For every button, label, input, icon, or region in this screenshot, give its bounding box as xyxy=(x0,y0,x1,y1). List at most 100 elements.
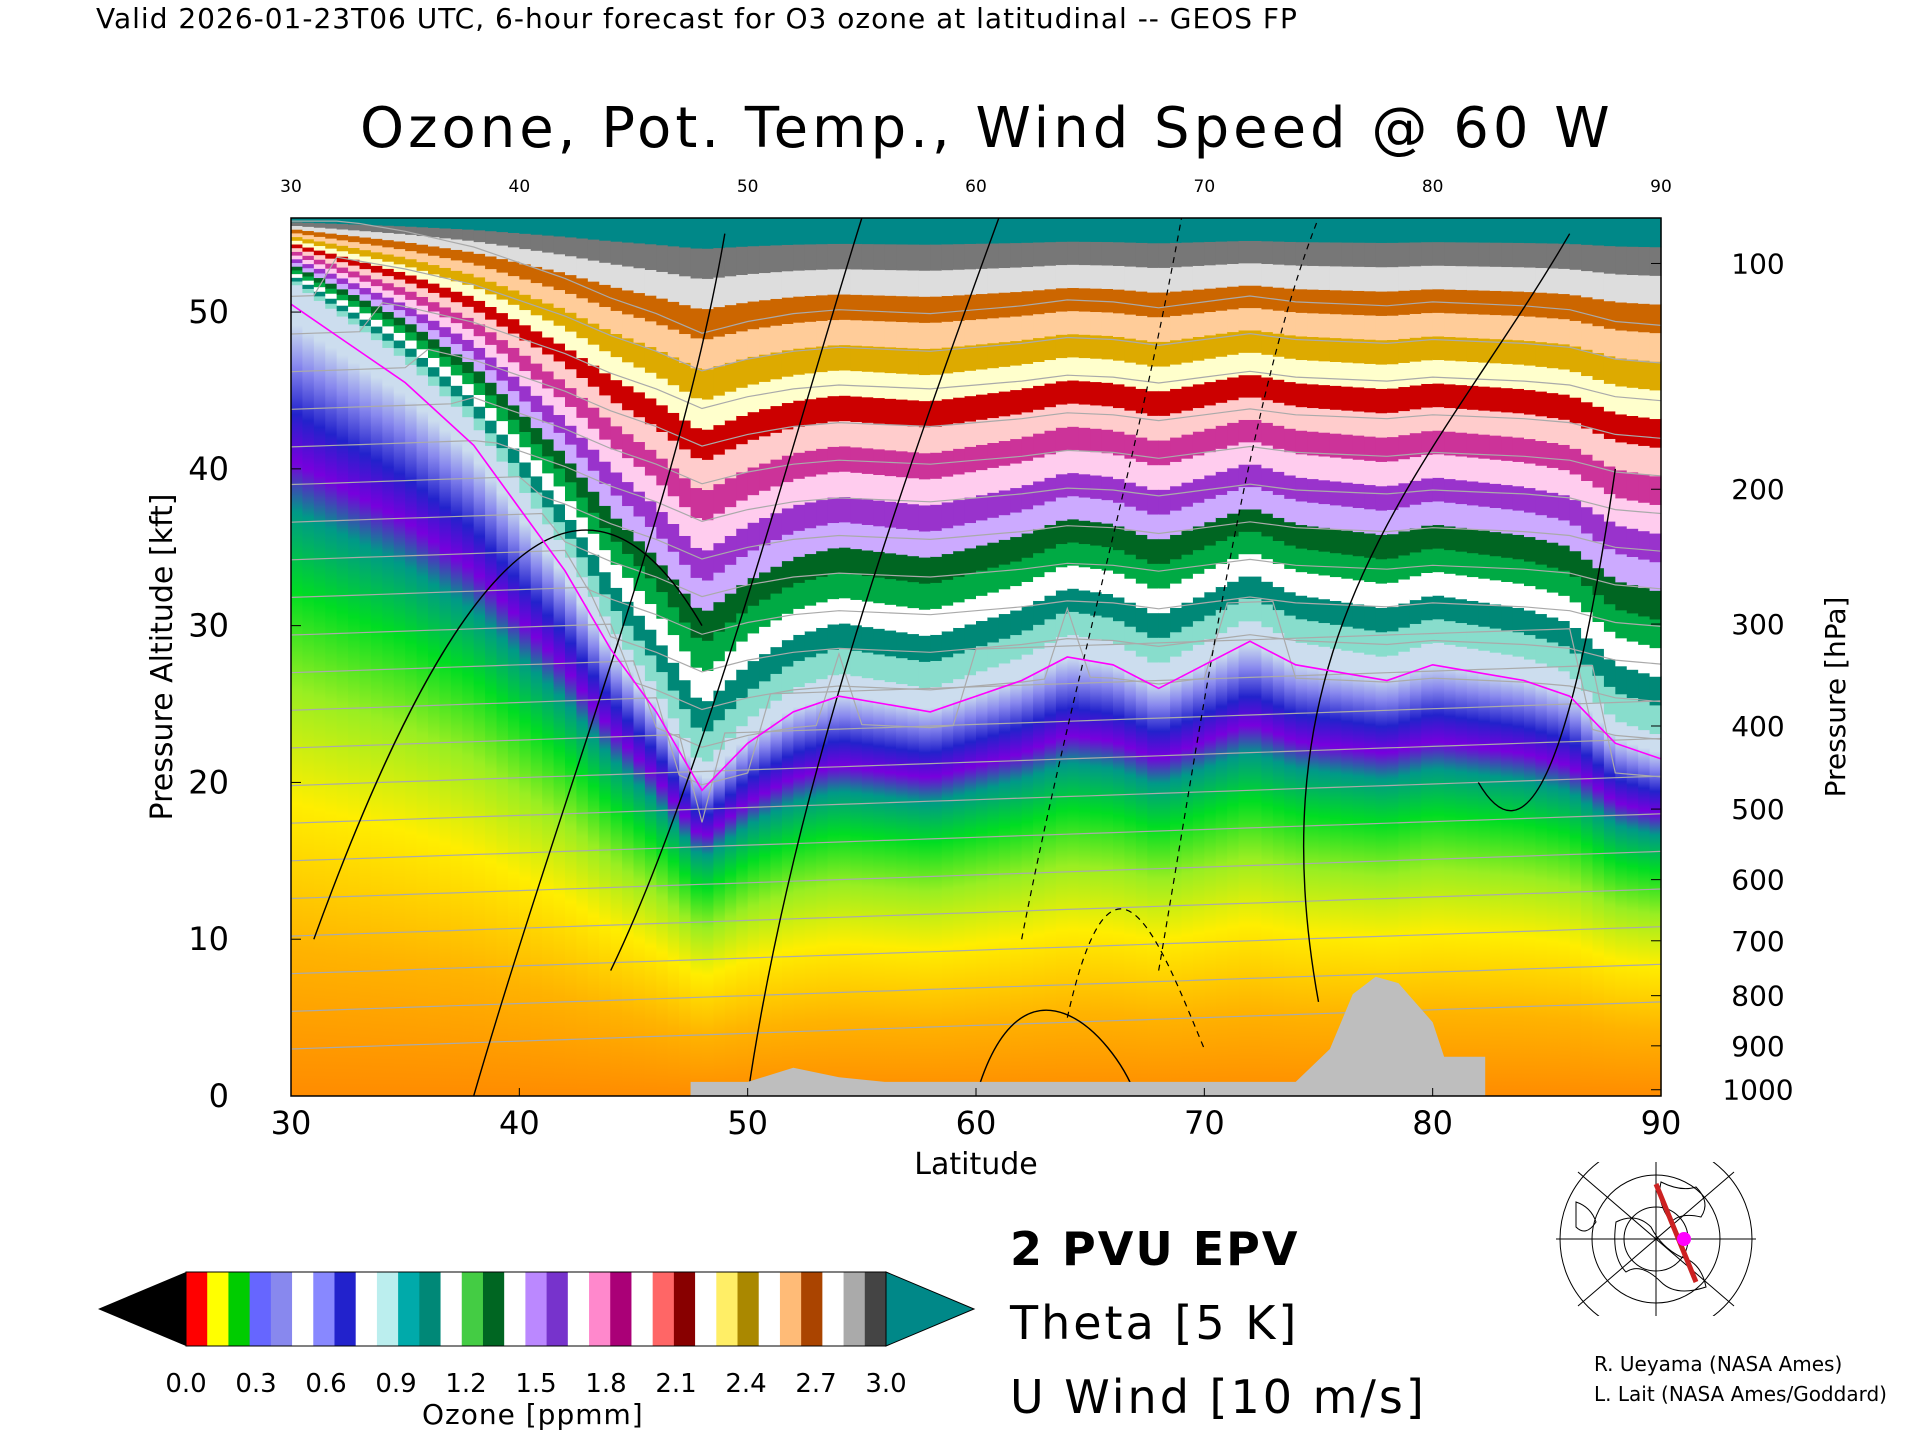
stratosphere-band xyxy=(1101,452,1114,477)
stratosphere-band xyxy=(1272,310,1285,334)
stratosphere-band xyxy=(1124,242,1137,267)
stratosphere-band xyxy=(1581,349,1594,377)
colorbar-swatch xyxy=(398,1272,420,1346)
credit-line-1: R. Ueyama (NASA Ames) xyxy=(1594,1352,1843,1376)
stratosphere-band xyxy=(450,291,463,303)
stratosphere-band xyxy=(1307,431,1320,456)
stratosphere-band xyxy=(1364,532,1377,558)
stratosphere-band xyxy=(1181,458,1194,483)
stratosphere-band xyxy=(1638,274,1651,304)
troposphere-band xyxy=(1124,650,1137,1096)
stratosphere-band xyxy=(542,438,555,457)
stratosphere-band xyxy=(736,330,749,360)
stratosphere-band xyxy=(1055,380,1068,405)
stratosphere-band xyxy=(1204,474,1217,499)
colorbar-swatch xyxy=(292,1272,314,1346)
stratosphere-band xyxy=(462,262,475,274)
stratosphere-band xyxy=(382,225,395,233)
stratosphere-band xyxy=(1329,576,1342,601)
stratosphere-band xyxy=(930,478,943,505)
stratosphere-band xyxy=(291,251,304,256)
stratosphere-band xyxy=(1078,357,1091,382)
stratosphere-band xyxy=(1592,540,1605,569)
stratosphere-band xyxy=(1387,436,1400,462)
stratosphere-band xyxy=(1158,316,1171,342)
stratosphere-band xyxy=(496,258,509,273)
stratosphere-band xyxy=(1535,391,1548,417)
stratosphere-band xyxy=(291,236,304,241)
stratosphere-band xyxy=(1170,388,1183,414)
stratosphere-band xyxy=(393,317,406,326)
troposphere-band xyxy=(1170,656,1183,1096)
stratosphere-band xyxy=(359,293,372,301)
stratosphere-band xyxy=(1067,472,1080,497)
stratosphere-band xyxy=(964,497,977,524)
stratosphere-band xyxy=(599,527,612,551)
stratosphere-band xyxy=(382,218,395,226)
stratosphere-band xyxy=(1215,379,1228,403)
stratosphere-band xyxy=(679,477,692,508)
stratosphere-band xyxy=(439,257,452,268)
stratosphere-band xyxy=(953,269,966,296)
stratosphere-band xyxy=(1341,338,1354,363)
stratosphere-band xyxy=(907,373,920,401)
troposphere-band xyxy=(359,331,372,1096)
stratosphere-band xyxy=(1170,339,1183,365)
stratosphere-band xyxy=(987,467,1000,493)
stratosphere-band xyxy=(1181,362,1194,387)
stratosphere-band xyxy=(941,501,954,529)
stratosphere-band xyxy=(1250,575,1263,599)
stratosphere-band xyxy=(941,398,954,426)
stratosphere-band xyxy=(679,275,692,306)
stratosphere-band xyxy=(724,448,737,479)
stratosphere-band xyxy=(530,282,543,300)
stratosphere-band xyxy=(1478,410,1491,435)
troposphere-band xyxy=(827,674,840,1096)
stratosphere-band xyxy=(1113,549,1126,574)
stratosphere-band xyxy=(839,369,852,396)
x-top-tick-label: 40 xyxy=(509,177,531,197)
stratosphere-band xyxy=(1466,433,1479,458)
stratosphere-band xyxy=(1010,585,1023,611)
stratosphere-band xyxy=(1546,467,1559,493)
y-tick-label: 20 xyxy=(188,763,229,801)
colorbar-swatch xyxy=(779,1272,802,1346)
stratosphere-band xyxy=(576,237,589,259)
stratosphere-band xyxy=(759,626,772,655)
troposphere-band xyxy=(1261,626,1274,1096)
stratosphere-band xyxy=(530,314,543,332)
stratosphere-band xyxy=(1592,244,1605,273)
stratosphere-band xyxy=(987,317,1000,344)
stratosphere-band xyxy=(1478,458,1491,483)
stratosphere-band xyxy=(998,440,1011,466)
stratosphere-band xyxy=(1546,267,1559,294)
stratosphere-band xyxy=(1649,303,1662,334)
stratosphere-band xyxy=(599,306,612,330)
stratosphere-band xyxy=(302,263,315,269)
troposphere-band xyxy=(565,557,578,1096)
stratosphere-band xyxy=(610,264,623,288)
x-top-tick-label: 80 xyxy=(1422,177,1444,197)
stratosphere-band xyxy=(839,471,852,498)
stratosphere-band xyxy=(930,270,943,297)
stratosphere-band xyxy=(1524,413,1537,440)
stratosphere-band xyxy=(1192,573,1205,598)
stratosphere-band xyxy=(359,236,372,244)
stratosphere-band xyxy=(1489,314,1502,340)
stratosphere-band xyxy=(1626,697,1639,727)
stratosphere-band xyxy=(1147,538,1160,564)
stratosphere-band xyxy=(964,547,977,574)
stratosphere-band xyxy=(690,727,703,758)
stratosphere-band xyxy=(1352,579,1365,605)
stratosphere-band xyxy=(1318,289,1331,314)
stratosphere-band xyxy=(507,433,520,449)
troposphere-band xyxy=(907,685,920,1096)
troposphere-band xyxy=(622,649,635,1096)
stratosphere-band xyxy=(1638,644,1651,674)
stratosphere-band xyxy=(291,229,304,234)
colorbar-swatch xyxy=(461,1272,484,1346)
stratosphere-band xyxy=(530,218,543,235)
stratosphere-band xyxy=(713,336,726,367)
stratosphere-band xyxy=(450,385,463,397)
stratosphere-band xyxy=(599,394,612,418)
